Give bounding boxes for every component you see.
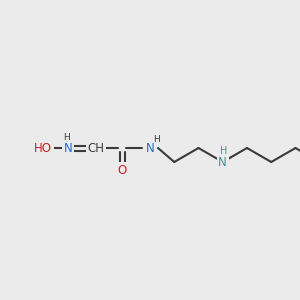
Text: N: N xyxy=(64,142,72,154)
Text: CH: CH xyxy=(88,142,104,154)
Text: O: O xyxy=(117,164,127,176)
Text: N: N xyxy=(218,155,227,169)
Text: H: H xyxy=(220,146,227,156)
Text: H: H xyxy=(153,134,159,143)
Text: H: H xyxy=(63,134,69,142)
Text: N: N xyxy=(146,142,154,154)
Text: HO: HO xyxy=(34,142,52,154)
